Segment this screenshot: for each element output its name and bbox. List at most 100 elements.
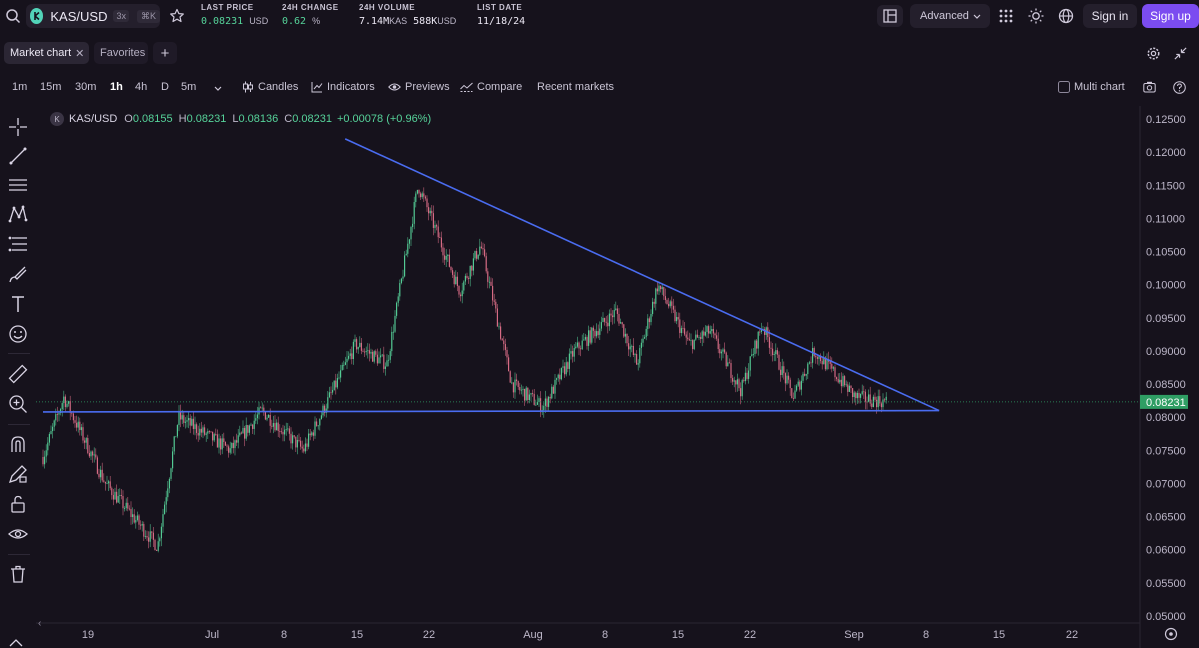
legend-open: 0.08155 (132, 113, 173, 125)
candle-body (826, 359, 828, 370)
zoom-in-icon[interactable] (8, 394, 28, 414)
add-tab-button[interactable]: + (153, 42, 177, 64)
sign-in-button[interactable]: Sign in (1083, 4, 1137, 28)
search-icon[interactable] (5, 8, 21, 24)
candle-body (231, 442, 233, 449)
candle-body (636, 354, 638, 365)
candle-body (148, 537, 150, 542)
candle-body (98, 473, 100, 478)
legend-open-label: O (124, 113, 133, 125)
crosshair-icon[interactable] (8, 117, 28, 137)
candle-body (554, 379, 556, 394)
leverage-badge: 3x (113, 10, 129, 22)
compare-button[interactable]: Compare (460, 81, 522, 93)
candle-body (880, 403, 882, 408)
candle-body (799, 381, 801, 390)
pattern-icon[interactable] (8, 204, 28, 224)
trendline-icon[interactable] (8, 146, 28, 166)
gear-icon[interactable] (1146, 46, 1161, 61)
candle-body (378, 357, 380, 364)
reset-view-button[interactable] (1164, 627, 1178, 641)
emoji-icon[interactable] (8, 324, 28, 344)
trendlines[interactable] (42, 138, 940, 413)
price-axis[interactable]: 0.12500 0.12000 0.11500 0.11000 0.10500 0.100… (1146, 114, 1186, 623)
candle-body (256, 414, 258, 419)
camera-icon[interactable] (1143, 81, 1156, 93)
candle-body (130, 509, 132, 517)
candle-body (751, 354, 753, 357)
candle-body (215, 434, 217, 435)
trendline-resistance[interactable] (344, 138, 940, 412)
candle-body (756, 340, 758, 349)
globe-icon[interactable] (1058, 8, 1074, 24)
visibility-icon[interactable] (8, 524, 28, 544)
candle-body (356, 339, 358, 350)
help-icon[interactable] (1173, 81, 1186, 94)
previews-button[interactable]: Previews (388, 81, 450, 93)
sun-icon[interactable] (1028, 8, 1044, 24)
horizontal-lines-icon[interactable] (8, 175, 28, 195)
timeframe-30m[interactable]: 30m (75, 81, 97, 93)
star-icon[interactable] (169, 8, 185, 24)
timeframe-d[interactable]: D (161, 81, 169, 93)
candle-body (244, 427, 246, 439)
candle-body (352, 341, 354, 359)
candle-body (661, 287, 663, 290)
candle-body (421, 193, 423, 198)
price-tick-label: 0.09000 (1146, 346, 1186, 358)
candle-body (677, 317, 679, 320)
tab-market-chart[interactable]: Market chart ✕ (4, 42, 89, 64)
expand-icon[interactable] (6, 632, 26, 648)
timeframe-1m[interactable]: 1m (12, 81, 28, 93)
timeframe-5m[interactable]: 5m (181, 81, 197, 93)
draw-lock-icon[interactable] (8, 464, 28, 484)
candle-body (239, 432, 241, 436)
timeframe-1h[interactable]: 1h (110, 81, 123, 93)
last-price-label: 0.08231 (1146, 397, 1186, 409)
indicators-button[interactable]: Indicators (311, 81, 375, 93)
trash-icon[interactable] (8, 564, 28, 584)
candle-body (50, 431, 52, 435)
close-icon[interactable]: ✕ (75, 47, 85, 60)
tab-favorites[interactable]: Favorites (94, 42, 148, 64)
candle-body (264, 411, 266, 420)
timeframe-15m[interactable]: 15m (40, 81, 62, 93)
layout-icon (883, 9, 897, 23)
candle-body (184, 421, 186, 423)
scroll-left-icon[interactable]: ‹ (38, 618, 41, 629)
advanced-dropdown[interactable]: Advanced (910, 4, 990, 28)
timeframe-4h[interactable]: 4h (135, 81, 148, 93)
candle-body (82, 427, 84, 441)
magnet-icon[interactable] (8, 434, 28, 454)
text-tool-icon[interactable] (8, 294, 28, 314)
candle-body (192, 418, 194, 429)
fib-levels-icon[interactable] (8, 234, 28, 254)
sign-up-button[interactable]: Sign up (1142, 4, 1199, 28)
ruler-icon[interactable] (8, 364, 28, 384)
candle-body (290, 433, 292, 444)
candle-body (44, 456, 46, 465)
price-chart[interactable]: 0.12500 0.12000 0.11500 0.11000 0.10500 0.100… (36, 106, 1199, 648)
collapse-icon[interactable] (1173, 46, 1188, 61)
candle-body (482, 248, 484, 250)
layout-button[interactable] (877, 5, 903, 27)
unlock-icon[interactable] (8, 494, 28, 514)
chart-area[interactable]: 0.12500 0.12000 0.11500 0.11000 0.10500 0.100… (36, 106, 1199, 648)
candle-body (119, 495, 121, 497)
candle-body (621, 322, 623, 325)
chevron-down-icon[interactable] (213, 83, 223, 93)
brush-icon[interactable] (8, 264, 28, 284)
candle-body (68, 401, 70, 404)
candle-body (296, 439, 298, 448)
grid-icon[interactable] (998, 8, 1014, 24)
trendline-support[interactable] (42, 409, 940, 413)
candles-button[interactable]: Candles (242, 81, 298, 93)
candle-body (66, 403, 68, 407)
time-axis[interactable]: 19 Jul 8 15 22 Aug 8 15 22 Sep 8 15 22 (82, 629, 1078, 641)
candle-body (180, 411, 182, 420)
multi-chart-toggle[interactable]: Multi chart (1058, 81, 1125, 93)
candle-body (338, 377, 340, 379)
pair-selector[interactable]: KAS/USD 3x ⌘K (26, 4, 160, 28)
time-tick-label: 15 (672, 629, 684, 641)
recent-markets-button[interactable]: Recent markets (537, 81, 614, 93)
